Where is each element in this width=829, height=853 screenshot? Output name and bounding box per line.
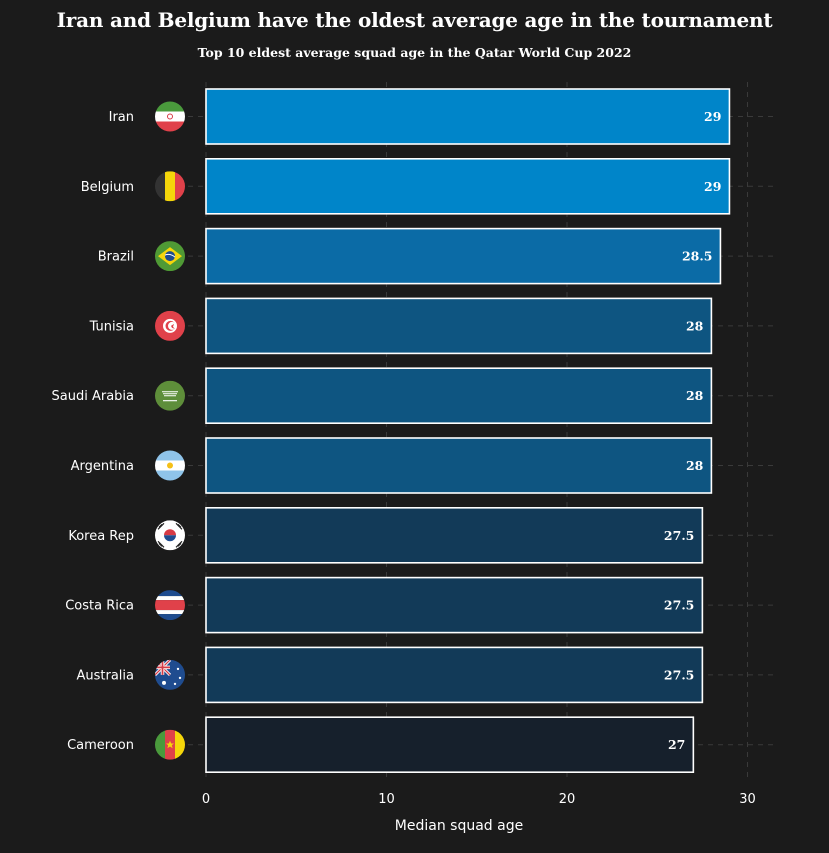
value-label: 28 <box>686 458 704 473</box>
flag-layer <box>155 101 185 760</box>
bar <box>205 506 704 564</box>
value-label: 27.5 <box>664 528 694 543</box>
category-label: Brazil <box>98 250 134 265</box>
value-label: 28.5 <box>682 249 712 264</box>
bar <box>205 367 713 425</box>
tunisia-flag-icon <box>155 310 185 341</box>
chart-subtitle: Top 10 eldest average squad age in the Q… <box>197 45 632 60</box>
value-label: 27.5 <box>664 667 694 682</box>
bar <box>205 437 713 494</box>
bar <box>205 576 704 634</box>
category-label: Korea Rep <box>68 529 134 544</box>
value-label: 27 <box>668 737 685 752</box>
korea-rep-flag-icon <box>155 520 185 551</box>
category-label: Australia <box>76 668 134 683</box>
belgium-flag-icon <box>155 171 185 202</box>
x-tick-label: 10 <box>378 792 395 807</box>
bar-layer <box>205 88 731 774</box>
costa-rica-flag-icon <box>155 590 185 621</box>
bar <box>205 227 722 285</box>
australia-flag-icon <box>155 659 185 690</box>
value-label: 27.5 <box>664 598 694 613</box>
value-label: 28 <box>686 318 704 333</box>
category-label: Iran <box>109 110 134 125</box>
category-label: Costa Rica <box>65 599 134 614</box>
x-tick-label: 30 <box>739 792 756 807</box>
x-tick-label: 0 <box>202 792 210 807</box>
category-label: Cameroon <box>67 738 134 753</box>
value-label: 28 <box>686 388 704 403</box>
bar <box>205 716 695 774</box>
brazil-flag-icon <box>155 241 185 272</box>
argentina-flag-icon <box>155 450 185 481</box>
bar <box>205 297 713 355</box>
bar <box>205 88 731 145</box>
value-label: 29 <box>704 109 721 124</box>
chart-title: Iran and Belgium have the oldest average… <box>56 8 773 32</box>
value-label: 29 <box>704 179 721 194</box>
category-label: Saudi Arabia <box>52 389 135 404</box>
x-axis-title: Median squad age <box>395 818 523 834</box>
label-layer: 0 10 20 30 Iran 29 Belgium 29 Brazil 28.5 Tunisia 2… <box>52 109 756 807</box>
category-label: Argentina <box>71 459 134 474</box>
bar <box>205 646 704 704</box>
saudi-arabia-flag-icon <box>155 380 185 411</box>
bar <box>205 158 731 215</box>
category-label: Belgium <box>81 180 134 195</box>
category-label: Tunisia <box>89 319 134 334</box>
x-tick-label: 20 <box>559 792 576 807</box>
cameroon-flag-icon <box>155 729 185 760</box>
iran-flag-icon <box>155 101 185 132</box>
